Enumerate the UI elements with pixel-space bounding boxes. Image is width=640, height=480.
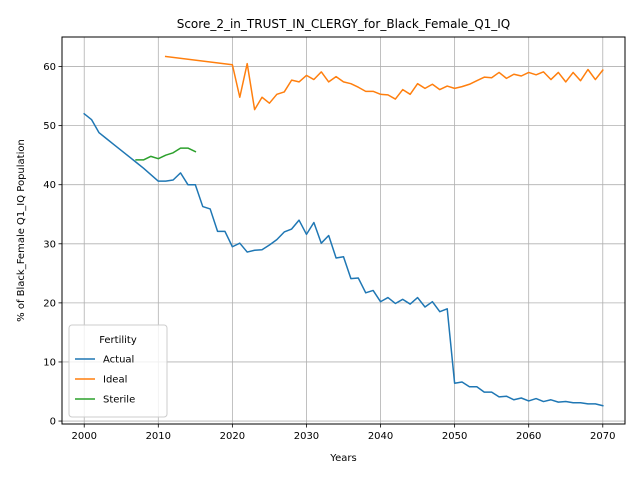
legend-title: Fertility [99, 335, 137, 346]
x-tick-label: 2020 [220, 431, 245, 442]
legend-label-sterile: Sterile [103, 395, 135, 406]
y-tick-label: 10 [43, 357, 56, 368]
x-tick-label: 2060 [516, 431, 541, 442]
x-tick-label: 2000 [71, 431, 96, 442]
y-tick-label: 0 [50, 417, 56, 428]
x-tick-label: 2050 [442, 431, 467, 442]
x-tick-label: 2070 [590, 431, 615, 442]
y-axis-label: % of Black_Female Q1_IQ Population [16, 139, 27, 322]
x-axis-label: Years [329, 453, 356, 464]
y-tick-label: 50 [43, 121, 56, 132]
legend-label-actual: Actual [103, 355, 134, 366]
y-tick-label: 60 [43, 62, 56, 73]
x-tick-label: 2010 [146, 431, 171, 442]
x-tick-label: 2040 [368, 431, 393, 442]
y-tick-label: 30 [43, 239, 56, 250]
chart-title: Score_2_in_TRUST_IN_CLERGY_for_Black_Fem… [177, 17, 511, 31]
y-tick-label: 20 [43, 298, 56, 309]
legend: Fertility Actual Ideal Sterile [69, 325, 167, 417]
legend-label-ideal: Ideal [103, 375, 127, 386]
x-tick-label: 2030 [294, 431, 319, 442]
y-tick-label: 40 [43, 180, 56, 191]
